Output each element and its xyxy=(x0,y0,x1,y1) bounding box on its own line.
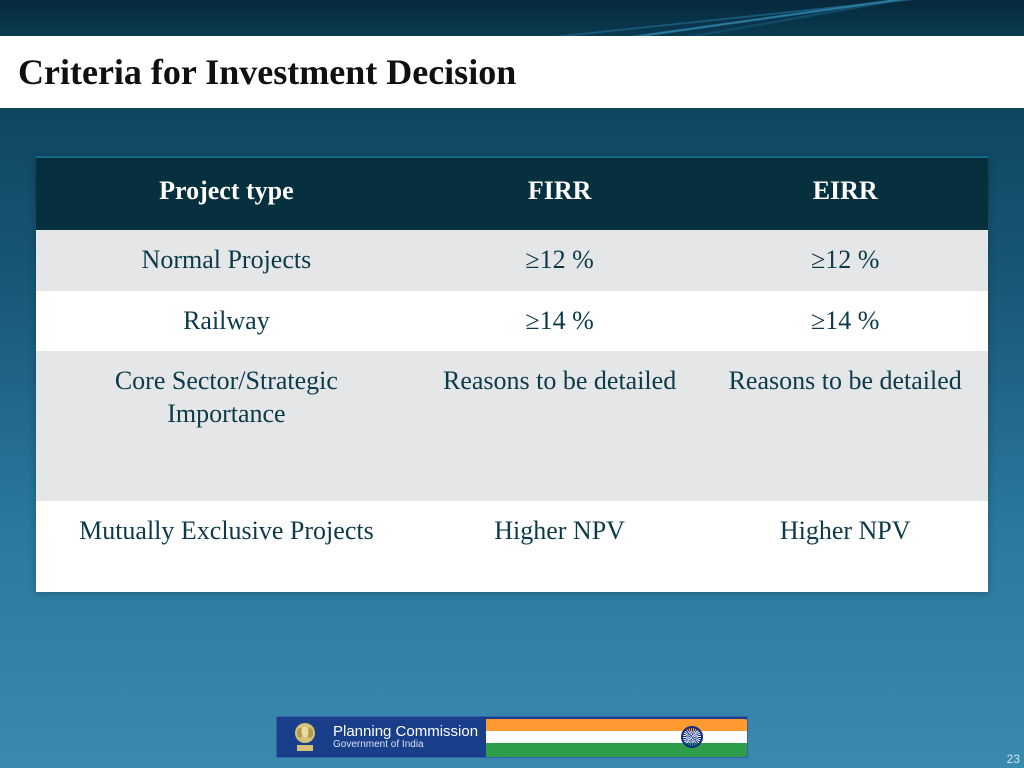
criteria-table-container: Project type FIRR EIRR Normal Projects≥1… xyxy=(36,156,988,592)
footer-org-text: Planning Commission Government of India xyxy=(333,724,478,750)
table-row: Core Sector/Strategic ImportanceReasons … xyxy=(36,351,988,501)
table-cell: Reasons to be detailed xyxy=(702,351,988,501)
table-row: Normal Projects≥12 %≥12 % xyxy=(36,230,988,291)
footer-org-line1: Planning Commission xyxy=(333,724,478,740)
table-header-row: Project type FIRR EIRR xyxy=(36,158,988,230)
table-cell: ≥14 % xyxy=(417,291,703,352)
table-cell: ≥12 % xyxy=(417,230,703,291)
table-cell: Mutually Exclusive Projects xyxy=(36,501,417,592)
table-cell: ≥14 % xyxy=(702,291,988,352)
table-cell: Higher NPV xyxy=(702,501,988,592)
table-cell: Reasons to be detailed xyxy=(417,351,703,501)
top-accent-stripe xyxy=(0,0,1024,36)
table-cell: Core Sector/Strategic Importance xyxy=(36,351,417,501)
table-row: Mutually Exclusive ProjectsHigher NPVHig… xyxy=(36,501,988,592)
table-cell: Normal Projects xyxy=(36,230,417,291)
col-header-firr: FIRR xyxy=(417,158,703,230)
flag-swoosh-graphic xyxy=(486,717,747,757)
table-cell: Railway xyxy=(36,291,417,352)
footer-org-line2: Government of India xyxy=(333,740,478,751)
col-header-eirr: EIRR xyxy=(702,158,988,230)
national-emblem-icon xyxy=(277,717,333,757)
table-cell: ≥12 % xyxy=(702,230,988,291)
ashoka-chakra-icon xyxy=(681,726,703,748)
slide-title: Criteria for Investment Decision xyxy=(18,51,516,93)
criteria-table: Project type FIRR EIRR Normal Projects≥1… xyxy=(36,158,988,592)
footer-banner: Planning Commission Government of India xyxy=(276,716,748,758)
table-cell: Higher NPV xyxy=(417,501,703,592)
table-row: Railway≥14 %≥14 % xyxy=(36,291,988,352)
title-bar: Criteria for Investment Decision xyxy=(0,36,1024,108)
col-header-project-type: Project type xyxy=(36,158,417,230)
page-number: 23 xyxy=(1007,752,1020,766)
